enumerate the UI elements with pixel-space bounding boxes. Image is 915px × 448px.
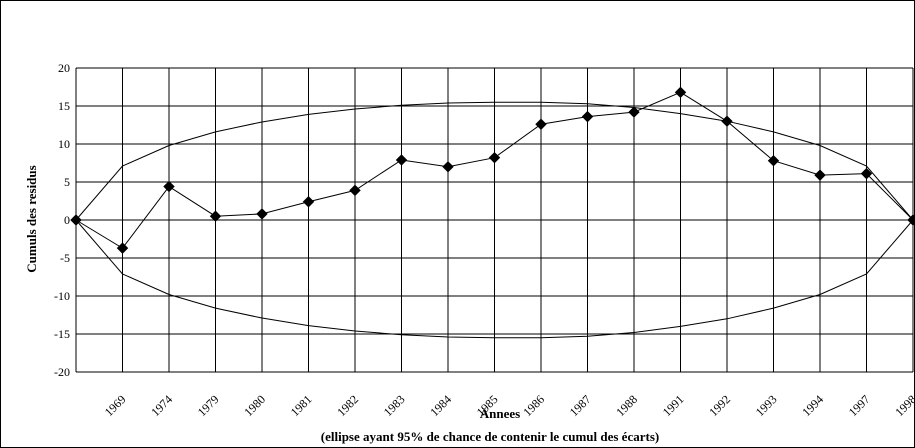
- ellipse-upper-line: [75, 101, 914, 221]
- x-tick-label: 1986: [520, 392, 547, 419]
- data-point: [302, 196, 315, 208]
- x-tick-label: 1974: [148, 392, 175, 419]
- data-point: [209, 210, 222, 222]
- x-tick-label: 1994: [799, 392, 826, 419]
- data-point: [349, 184, 361, 197]
- data-point: [70, 214, 82, 226]
- y-tick-labels: 20 15 10 5 0 -5 -10 -15 -20: [54, 61, 70, 379]
- x-tick-label: 1992: [706, 392, 733, 419]
- x-tick-label: 1980: [241, 392, 268, 419]
- x-axis-label: Annees: [480, 406, 520, 421]
- data-point: [721, 115, 733, 127]
- y-tick-label: -10: [54, 289, 70, 303]
- data-point: [395, 154, 408, 166]
- y-tick-label: 10: [58, 137, 70, 151]
- x-tick-label: 1988: [613, 392, 640, 419]
- data-point: [442, 161, 454, 173]
- y-tick-label: 5: [64, 175, 70, 189]
- y-tick-label: 0: [64, 213, 70, 227]
- x-tick-label: 1997: [846, 392, 873, 419]
- x-tick-label: 1983: [381, 392, 408, 419]
- ellipse-lower-line: [75, 219, 914, 339]
- data-point: [674, 86, 687, 99]
- data-point: [488, 151, 501, 164]
- y-tick-label: -20: [54, 365, 70, 379]
- y-tick-label: 15: [58, 99, 70, 113]
- data-point: [256, 208, 268, 220]
- data-point: [628, 106, 640, 118]
- data-point: [814, 169, 826, 181]
- y-axis-label: Cumuls des residus: [24, 165, 39, 272]
- y-tick-label: -5: [60, 251, 70, 265]
- series: [70, 86, 915, 339]
- x-tick-label: 1982: [334, 392, 361, 419]
- x-tick-label: 1981: [288, 392, 315, 419]
- data-point: [116, 242, 129, 254]
- data-point: [907, 214, 915, 226]
- x-tick-label: 1991: [660, 392, 687, 419]
- x-tick-label: 1969: [102, 392, 129, 419]
- data-point: [767, 155, 780, 167]
- grid: [75, 67, 914, 373]
- x-tick-label: 1984: [427, 392, 454, 419]
- y-tick-label: -15: [54, 327, 70, 341]
- x-tick-label: 1993: [753, 392, 780, 419]
- x-tick-label: 1987: [567, 392, 594, 419]
- data-point: [163, 180, 175, 193]
- y-tick-label: 20: [58, 61, 70, 75]
- data-point: [860, 167, 873, 180]
- data-point: [581, 110, 594, 123]
- x-tick-label: 1979: [195, 392, 222, 419]
- data-point: [535, 118, 547, 130]
- chart-caption: (ellipse ayant 95% de chance de contenir…: [321, 429, 659, 444]
- x-tick-label: 1998: [892, 392, 915, 419]
